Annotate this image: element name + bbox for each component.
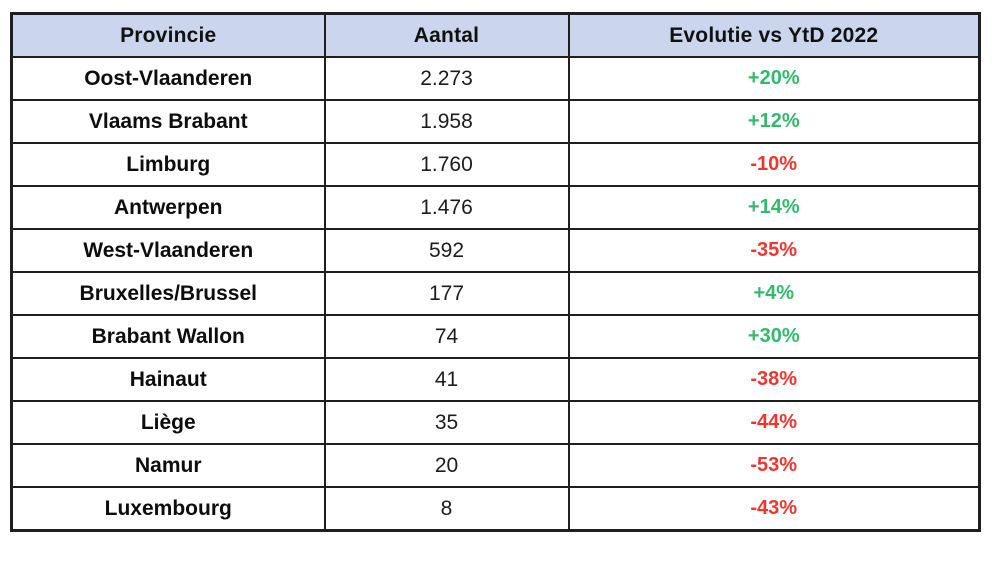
aantal-cell: 41	[323, 357, 570, 402]
province-cell: Luxembourg	[10, 486, 326, 532]
province-table: Provincie Aantal Evolutie vs YtD 2022 Oo…	[10, 12, 981, 532]
table-row: Vlaams Brabant 1.958 +12%	[10, 99, 981, 144]
aantal-cell: 1.958	[323, 99, 570, 144]
province-cell: Limburg	[10, 142, 326, 187]
evolution-cell: -44%	[567, 400, 981, 445]
evolution-cell: -10%	[567, 142, 981, 187]
evolution-cell: -53%	[567, 443, 981, 488]
province-cell: Vlaams Brabant	[10, 99, 326, 144]
province-cell: West-Vlaanderen	[10, 228, 326, 273]
province-cell: Antwerpen	[10, 185, 326, 230]
evolution-cell: -43%	[567, 486, 981, 532]
aantal-cell: 1.476	[323, 185, 570, 230]
aantal-cell: 8	[323, 486, 570, 532]
province-cell: Oost-Vlaanderen	[10, 56, 326, 101]
header-row: Provincie Aantal Evolutie vs YtD 2022	[10, 12, 981, 58]
evolution-cell: +20%	[567, 56, 981, 101]
evolution-cell: +30%	[567, 314, 981, 359]
aantal-cell: 1.760	[323, 142, 570, 187]
province-table-container: Provincie Aantal Evolutie vs YtD 2022 Oo…	[10, 12, 981, 532]
aantal-cell: 177	[323, 271, 570, 316]
table-row: Limburg 1.760 -10%	[10, 142, 981, 187]
table-row: Bruxelles/Brussel 177 +4%	[10, 271, 981, 316]
table-row: Antwerpen 1.476 +14%	[10, 185, 981, 230]
column-header-evolutie: Evolutie vs YtD 2022	[567, 12, 981, 58]
evolution-cell: -38%	[567, 357, 981, 402]
table-row: West-Vlaanderen 592 -35%	[10, 228, 981, 273]
column-header-provincie: Provincie	[10, 12, 326, 58]
aantal-cell: 2.273	[323, 56, 570, 101]
column-header-aantal: Aantal	[323, 12, 570, 58]
aantal-cell: 20	[323, 443, 570, 488]
aantal-cell: 74	[323, 314, 570, 359]
table-row: Namur 20 -53%	[10, 443, 981, 488]
evolution-cell: +14%	[567, 185, 981, 230]
province-cell: Hainaut	[10, 357, 326, 402]
table-row: Luxembourg 8 -43%	[10, 486, 981, 532]
table-row: Liège 35 -44%	[10, 400, 981, 445]
province-cell: Namur	[10, 443, 326, 488]
province-cell: Brabant Wallon	[10, 314, 326, 359]
evolution-cell: +12%	[567, 99, 981, 144]
evolution-cell: -35%	[567, 228, 981, 273]
province-cell: Bruxelles/Brussel	[10, 271, 326, 316]
table-row: Oost-Vlaanderen 2.273 +20%	[10, 56, 981, 101]
table-row: Hainaut 41 -38%	[10, 357, 981, 402]
province-cell: Liège	[10, 400, 326, 445]
table-row: Brabant Wallon 74 +30%	[10, 314, 981, 359]
aantal-cell: 592	[323, 228, 570, 273]
aantal-cell: 35	[323, 400, 570, 445]
evolution-cell: +4%	[567, 271, 981, 316]
